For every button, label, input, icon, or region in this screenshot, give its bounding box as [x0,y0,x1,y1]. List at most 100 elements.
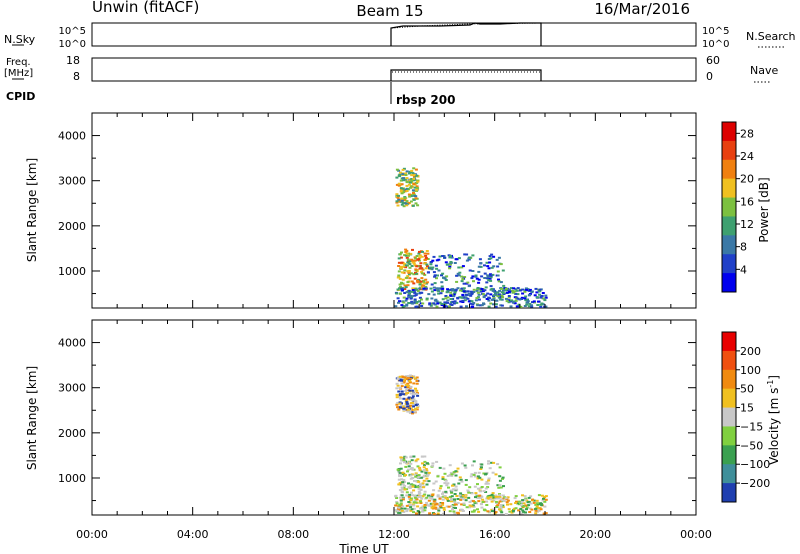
echo-cell [531,301,534,304]
echo-cell [460,462,464,465]
echo-cell [414,501,418,504]
echo-cell [402,177,405,180]
y-tick-label: 3000 [58,382,86,395]
echo-cell [395,194,399,197]
echo-cell [458,289,462,292]
echo-cell [544,296,548,299]
echo-cell [436,512,440,515]
echo-cell [433,498,437,501]
echo-cell [407,465,411,468]
x-tick-label: 00:00 [76,528,108,541]
echo-cell [416,204,420,207]
echo-cell [539,508,543,511]
echo-cell [409,456,413,459]
echo-cell [460,508,464,511]
echo-cell [420,272,424,275]
echo-cell [523,297,527,300]
echo-cell [514,507,518,510]
echo-cell [476,287,480,289]
freq-label-1: Freq. [6,57,31,68]
echo-cell [420,286,424,289]
echo-cell [405,252,409,255]
colorbar-segment [722,407,736,427]
echo-cell [504,297,508,300]
echo-cell [451,484,454,487]
colorbar-tick-label: −100 [740,458,770,471]
echo-cell [404,474,407,477]
echo-cell [399,285,403,288]
echo-cell [413,291,417,294]
echo-cell [441,287,445,290]
echo-cell [403,254,407,257]
echo-cell [402,381,406,384]
echo-cell [472,505,476,508]
echo-cell [444,261,448,264]
echo-cell [396,297,400,300]
echo-cell [406,284,410,287]
echo-cell [401,488,405,491]
echo-cell [483,289,487,292]
colorbar-frame [721,121,737,293]
echo-cell [439,505,443,508]
echo-cell [416,486,420,488]
echo-cell [412,382,416,385]
freq-strip [91,57,697,82]
echo-cell [512,301,515,304]
echo-cell [410,169,414,172]
echo-cell [411,411,415,414]
echo-cell [412,282,416,285]
echo-cell [494,292,497,295]
echo-cell [397,274,401,277]
echo-cell [500,304,504,307]
echo-cell [544,498,548,501]
echo-cell [413,479,416,482]
echo-cell [412,177,416,180]
echo-cell [539,305,543,308]
echo-cell [462,502,466,505]
echo-cell [439,485,443,488]
echo-cell [418,250,421,253]
echo-cell [432,482,436,485]
echo-cell [405,249,409,252]
echo-cell [495,299,499,302]
echo-cell [401,376,405,379]
echo-cell [433,303,437,306]
echo-cell [462,296,466,299]
echo-cell [480,495,484,498]
echo-cell [492,297,496,300]
echo-cell [396,508,400,511]
echo-cell [414,404,418,406]
echo-cell [426,258,430,260]
echo-cell [402,393,406,396]
echo-cell [429,263,433,266]
echo-cell [486,495,490,498]
echo-cell [396,384,400,387]
echo-cell [525,303,529,306]
echo-cell [407,294,411,297]
echo-cell [412,183,416,185]
echo-cell [543,500,547,503]
echo-cell [470,292,474,295]
echo-cell [522,502,526,505]
echo-cell [441,498,445,501]
echo-cell [467,491,471,494]
echo-cell [400,509,404,512]
echo-cell [509,290,513,293]
echo-cell [413,484,417,487]
echo-cell [518,298,522,301]
velocity-frame [91,319,697,516]
echo-cell [412,398,416,401]
echo-cell [450,491,454,494]
echo-cell [409,272,413,275]
y-tick-label: 1000 [58,472,86,485]
echo-cell [411,172,415,175]
echo-cell [448,256,452,259]
echo-cell [400,379,404,382]
echo-cell [496,495,500,498]
echo-cell [427,504,431,507]
echo-cell [437,509,441,512]
echo-cell [429,287,433,290]
echo-cell [402,296,406,299]
echo-cell [484,487,488,490]
echo-cell [499,504,503,506]
